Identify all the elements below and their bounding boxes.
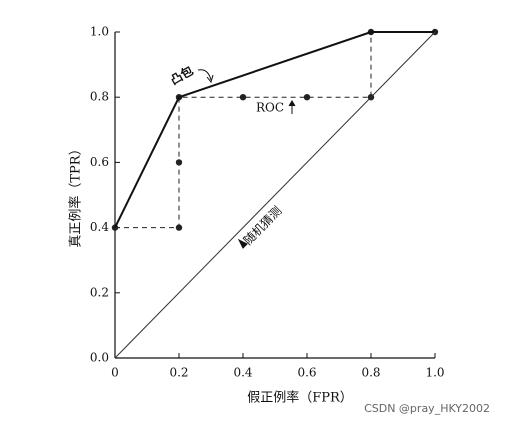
point	[239, 94, 247, 101]
y-tick-label: 0.8	[90, 90, 109, 104]
point	[175, 224, 183, 231]
x-axis-label: 假正例率（FPR）	[247, 390, 353, 406]
point	[175, 159, 183, 166]
roc-label: ROC	[256, 101, 284, 115]
hull-arrowhead	[206, 74, 214, 84]
x-tick-label: 1.0	[425, 366, 444, 380]
series-line	[114, 31, 436, 359]
y-tick-label: 1.0	[90, 25, 109, 39]
series-line	[115, 31, 435, 229]
watermark: CSDN @pray_HKY2002	[364, 402, 490, 415]
x-tick-label: 0.4	[233, 366, 252, 380]
y-tick-label: 0.6	[90, 155, 109, 169]
hull-label: 凸包	[167, 63, 195, 88]
hull-arrow	[197, 69, 212, 81]
roc-arrowhead	[288, 100, 296, 107]
y-axis-label: 真正例率（TPR）	[68, 142, 84, 247]
x-tick-label: 0.2	[169, 366, 188, 380]
x-tick-label: 0	[111, 366, 119, 380]
x-tick-label: 0.8	[361, 366, 380, 380]
random-arrow	[237, 238, 248, 249]
series-line	[114, 31, 435, 229]
random-label: 随机猜测	[240, 203, 284, 248]
y-tick-label: 0.4	[90, 220, 109, 234]
y-tick-label: 0.2	[90, 285, 109, 299]
y-tick-label: 0.0	[90, 351, 109, 365]
point	[303, 94, 311, 101]
x-tick-label: 0.6	[297, 366, 316, 380]
